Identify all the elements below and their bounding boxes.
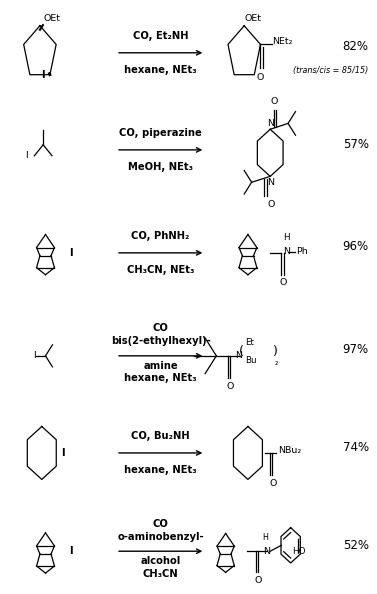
Text: MeOH, NEt₃: MeOH, NEt₃ <box>128 162 193 172</box>
Text: hexane, NEt₃: hexane, NEt₃ <box>124 465 197 475</box>
Text: O: O <box>254 576 262 585</box>
Text: 57%: 57% <box>343 137 369 150</box>
Text: OEt: OEt <box>44 14 61 23</box>
Text: N: N <box>267 119 274 128</box>
Text: I: I <box>69 248 73 258</box>
Text: Ph: Ph <box>296 247 308 256</box>
Text: CH₃CN: CH₃CN <box>143 569 179 579</box>
Text: amine: amine <box>143 361 178 371</box>
Text: NEt₂: NEt₂ <box>272 37 293 46</box>
Text: H: H <box>262 533 268 542</box>
Text: CO, PhNH₂: CO, PhNH₂ <box>132 231 190 241</box>
Text: I: I <box>69 546 73 556</box>
Text: I: I <box>41 69 44 80</box>
Text: O: O <box>270 479 277 488</box>
Text: H: H <box>283 233 290 242</box>
Text: hexane, NEt₃: hexane, NEt₃ <box>124 374 197 384</box>
Text: CO, piperazine: CO, piperazine <box>119 128 202 138</box>
Text: NBu₂: NBu₂ <box>277 446 301 455</box>
Text: hexane, NEt₃: hexane, NEt₃ <box>124 65 197 75</box>
Text: 97%: 97% <box>343 343 369 356</box>
Text: CH₃CN, NEt₃: CH₃CN, NEt₃ <box>127 265 194 274</box>
Text: ): ) <box>273 345 278 358</box>
Text: CO, Et₂NH: CO, Et₂NH <box>133 31 188 41</box>
Text: HO: HO <box>292 547 305 556</box>
Text: (trans/cis = 85/15): (trans/cis = 85/15) <box>293 66 369 75</box>
Text: OEt: OEt <box>245 14 262 23</box>
Text: N: N <box>283 247 290 256</box>
Text: I: I <box>25 151 28 160</box>
Text: 96%: 96% <box>343 241 369 254</box>
Text: Et: Et <box>245 339 254 347</box>
Text: N: N <box>235 351 242 361</box>
Text: CO: CO <box>153 519 169 529</box>
Text: I: I <box>33 351 35 361</box>
Text: CO, Bu₂NH: CO, Bu₂NH <box>131 431 190 441</box>
Text: 82%: 82% <box>343 40 369 53</box>
Text: O: O <box>257 72 264 82</box>
Text: (: ( <box>239 345 244 358</box>
Text: O: O <box>268 200 275 209</box>
Text: O: O <box>227 382 234 391</box>
Text: 52%: 52% <box>343 539 369 552</box>
Text: ₂: ₂ <box>275 358 278 368</box>
Text: Bu: Bu <box>245 356 257 365</box>
Text: o-aminobenzyl-: o-aminobenzyl- <box>117 532 204 542</box>
Text: bis(2-ethylhexyl)-: bis(2-ethylhexyl)- <box>111 336 210 346</box>
Text: alcohol: alcohol <box>141 556 181 566</box>
Text: N: N <box>263 546 270 556</box>
Text: O: O <box>280 277 287 286</box>
Text: N: N <box>267 178 274 187</box>
Text: CO: CO <box>153 324 169 333</box>
Text: O: O <box>271 97 278 106</box>
Text: I: I <box>61 448 65 458</box>
Text: 74%: 74% <box>343 441 369 454</box>
